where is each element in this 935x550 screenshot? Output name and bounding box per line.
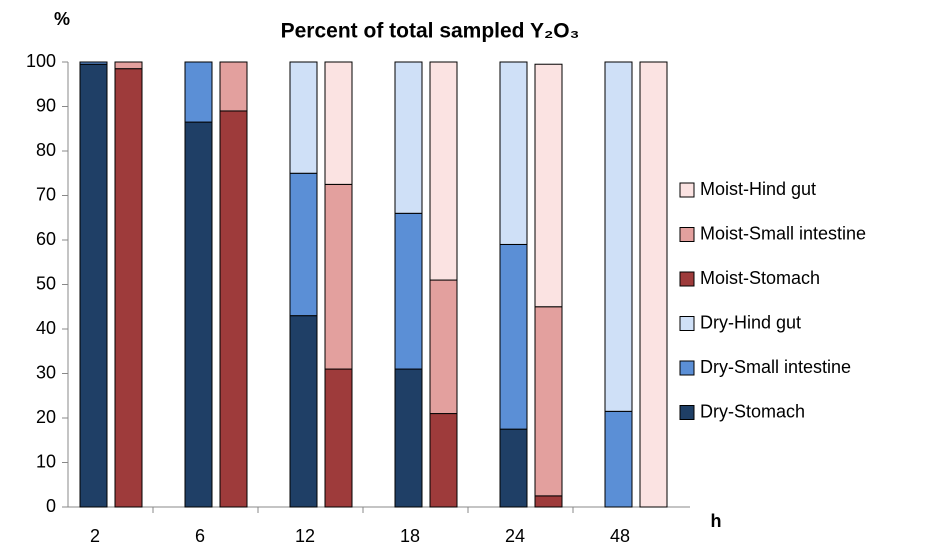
bar-segment: [534, 495, 563, 508]
bar-segment: [604, 410, 633, 508]
bar-segment: [79, 63, 108, 508]
bar-segment: [324, 183, 353, 370]
bar-segment: [534, 306, 563, 497]
bar-segment: [429, 61, 458, 281]
bar-segment: [324, 368, 353, 508]
y-axis-label: %: [54, 9, 70, 29]
x-tick-label: 6: [195, 526, 205, 546]
legend-label: Dry-Small intestine: [700, 357, 851, 377]
y-tick-label: 60: [36, 229, 56, 249]
bar-segment: [429, 279, 458, 415]
legend-swatch: [679, 360, 695, 376]
x-tick-label: 12: [295, 526, 315, 546]
y-tick-label: 80: [36, 140, 56, 160]
legend-swatch: [679, 182, 695, 198]
bar-segment: [219, 110, 248, 508]
bar-segment: [499, 428, 528, 508]
bar-segment: [219, 61, 248, 112]
chart-title: Percent of total sampled Y₂O₃: [281, 20, 580, 43]
bar-segment: [184, 61, 213, 123]
bar-segment: [394, 61, 423, 214]
y-tick-label: 0: [46, 496, 56, 516]
y-tick-label: 100: [26, 51, 56, 71]
x-tick-label: 24: [505, 526, 525, 546]
y-tick-label: 20: [36, 407, 56, 427]
bar-segment: [289, 315, 318, 508]
y-tick-label: 40: [36, 318, 56, 338]
legend-swatch: [679, 316, 695, 331]
bar-segment: [499, 243, 528, 430]
legend-label: Moist-Small intestine: [700, 223, 866, 243]
x-axis-label: h: [711, 511, 722, 531]
x-tick-label: 18: [400, 526, 420, 546]
legend-label: Dry-Hind gut: [700, 312, 801, 332]
bar-segment: [79, 61, 108, 65]
y-tick-label: 30: [36, 362, 56, 382]
bar-segment: [394, 212, 423, 370]
bar-segment: [289, 172, 318, 317]
bar-segment: [394, 368, 423, 508]
x-tick-label: 48: [610, 526, 630, 546]
bar-segment: [639, 61, 668, 508]
legend-swatch: [679, 405, 695, 420]
bar-segment: [289, 61, 318, 174]
bar-segment: [114, 68, 143, 508]
bar-segment: [534, 63, 563, 308]
legend-label: Dry-Stomach: [700, 401, 805, 421]
bar-segment: [429, 413, 458, 508]
x-tick-label: 2: [90, 526, 100, 546]
bar-segment: [604, 61, 633, 412]
legend-label: Moist-Stomach: [700, 268, 820, 288]
legend-swatch: [679, 227, 695, 242]
legend-swatch: [679, 271, 695, 287]
bar-segment: [114, 61, 143, 70]
y-tick-label: 90: [36, 95, 56, 115]
legend-label: Moist-Hind gut: [700, 179, 816, 199]
y-tick-label: 50: [36, 273, 56, 293]
bar-segment: [184, 121, 213, 508]
y-tick-label: 70: [36, 184, 56, 204]
bar-segment: [499, 61, 528, 245]
y-tick-label: 10: [36, 451, 56, 471]
bar-segment: [324, 61, 353, 185]
